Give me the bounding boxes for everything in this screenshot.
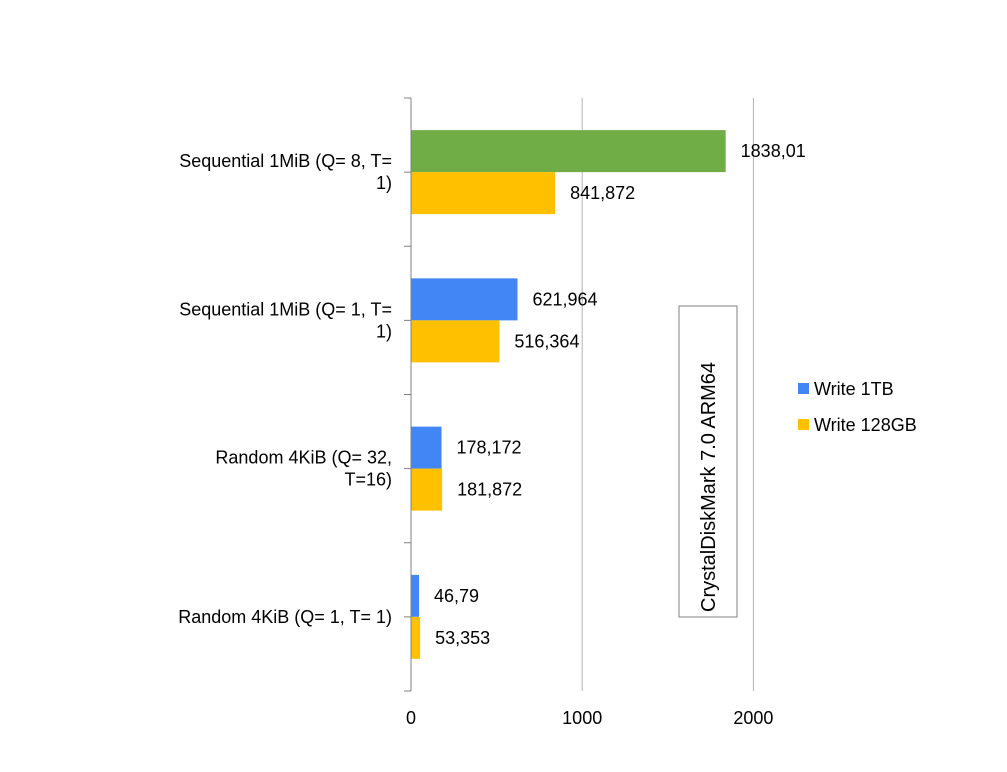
bar (411, 426, 442, 469)
category-label: Random 4KiB (Q= 1, T= 1) (178, 607, 392, 627)
bar (411, 320, 500, 363)
legend-label: Write 1TB (814, 379, 894, 399)
value-label: 1838,01 (741, 141, 806, 161)
annotation-text: CrystalDiskMark 7.0 ARM64 (698, 362, 720, 612)
legend: Write 1TB Write 128GB (798, 379, 917, 435)
bar (411, 468, 443, 511)
annotation-box: CrystalDiskMark 7.0 ARM64 (678, 305, 738, 618)
bar (411, 616, 421, 659)
category-label: 1) (376, 321, 392, 341)
value-label: 841,872 (570, 183, 635, 203)
legend-swatch (798, 419, 809, 430)
value-label: 178,172 (457, 438, 522, 458)
category-label: T=16) (344, 470, 392, 490)
value-label: 46,79 (434, 586, 479, 606)
category-label: Random 4KiB (Q= 32, (215, 448, 392, 468)
category-labels: Sequential 1MiB (Q= 8, T=1)Sequential 1M… (178, 151, 392, 627)
category-label: 1) (376, 173, 392, 193)
value-label: 516,364 (514, 331, 579, 351)
bar (411, 278, 518, 321)
category-label: Sequential 1MiB (Q= 8, T= (179, 151, 392, 171)
bar (411, 172, 556, 215)
bar (411, 574, 420, 617)
legend-label: Write 128GB (814, 415, 917, 435)
value-label: 181,872 (457, 480, 522, 500)
value-label: 621,964 (532, 289, 597, 309)
bar (411, 130, 726, 173)
x-tick-labels: 0 1000 2000 (406, 708, 773, 728)
value-labels: 1838,01 841,872 621,964 516,364 178,172 181,8… (434, 141, 806, 648)
legend-swatch (798, 383, 809, 394)
gridlines (581, 98, 754, 691)
x-tick-label: 1000 (562, 708, 602, 728)
value-label: 53,353 (435, 628, 490, 648)
category-label: Sequential 1MiB (Q= 1, T= (179, 299, 392, 319)
y-axis (404, 97, 412, 692)
bars (411, 130, 726, 659)
x-tick-label: 0 (406, 708, 416, 728)
x-tick-label: 2000 (733, 708, 773, 728)
